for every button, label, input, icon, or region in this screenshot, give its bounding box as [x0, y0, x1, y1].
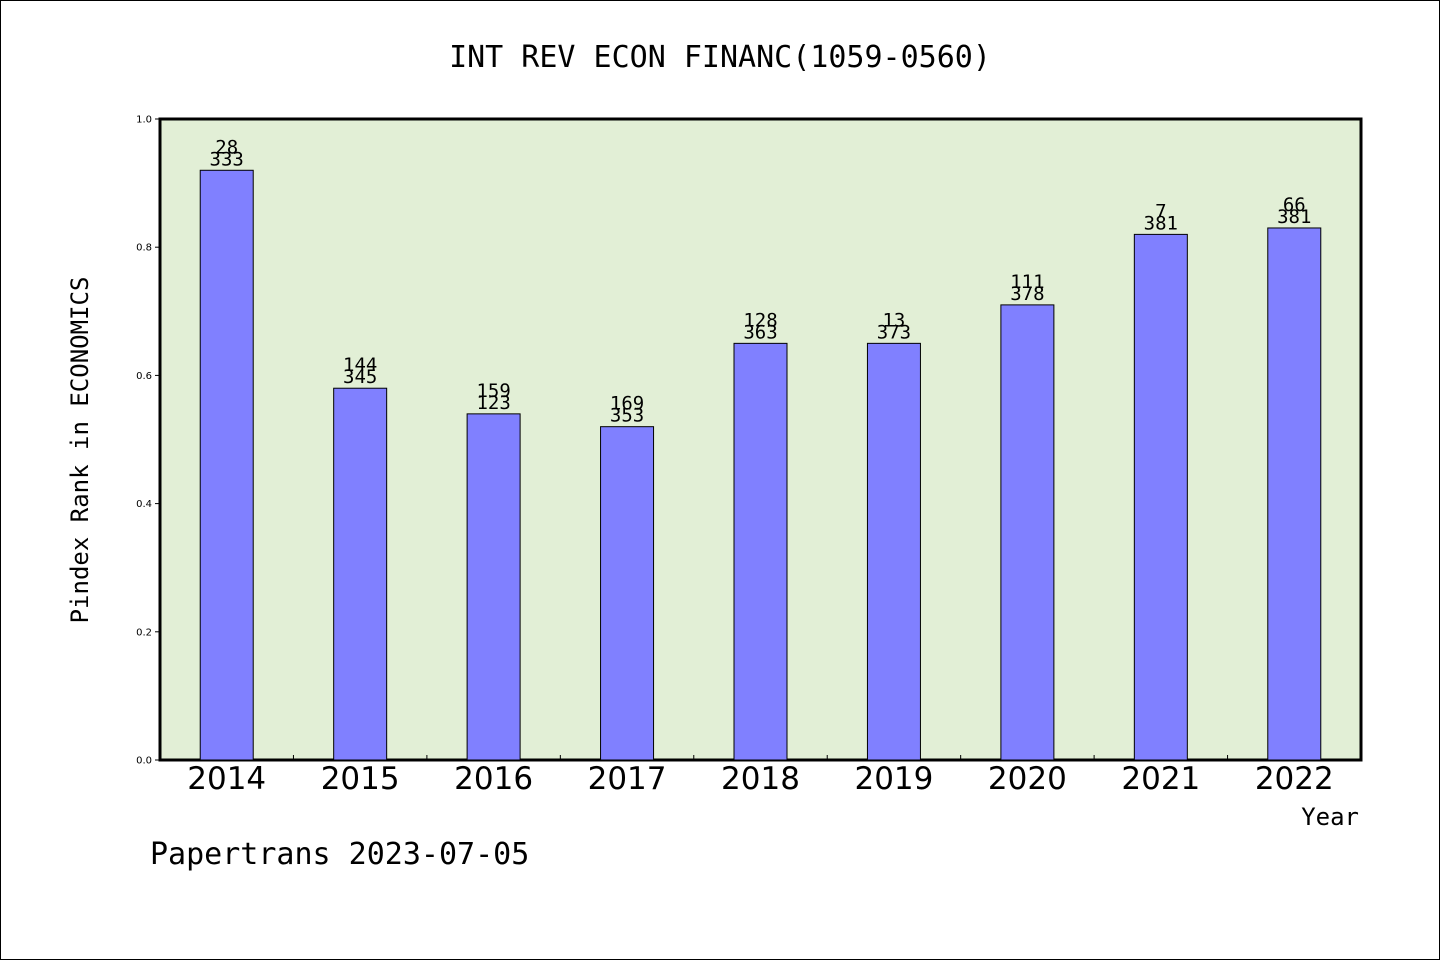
- chart-title: INT REV ECON FINANC(1059-0560): [449, 40, 991, 75]
- bar: [466, 413, 521, 761]
- bar-label-top: 144: [343, 354, 377, 376]
- bar: [199, 169, 254, 761]
- y-tick-label: 0.6: [136, 371, 152, 382]
- y-tick-label: 0.0: [136, 756, 152, 767]
- x-tick-label: 2015: [321, 761, 400, 797]
- y-tick-label: 0.4: [136, 499, 152, 510]
- y-tick-label: 1.0: [136, 115, 152, 126]
- x-tick-label: 2017: [588, 761, 667, 797]
- bar: [1133, 233, 1188, 761]
- bar: [333, 387, 388, 761]
- x-tick-label: 2021: [1121, 761, 1200, 797]
- x-tick-label: 2019: [854, 761, 933, 797]
- bar-label-bottom: 123: [476, 392, 510, 414]
- x-tick-label: 2014: [187, 761, 266, 797]
- bar: [1267, 227, 1322, 761]
- bar: [600, 426, 655, 761]
- bar-label-bottom: 381: [1277, 206, 1311, 228]
- bar-label-bottom: 378: [1010, 283, 1044, 305]
- bar: [866, 342, 921, 761]
- bar-label-bottom: 333: [210, 148, 244, 170]
- y-axis: 0.0 0.2 0.4 0.6 0.8 1.0: [136, 115, 160, 767]
- bar-label-top: 128: [743, 309, 777, 331]
- x-tick-label: 2018: [721, 761, 800, 797]
- bar-label-top: 66: [1283, 194, 1306, 216]
- bar-label-top: 13: [882, 309, 905, 331]
- bar: [1000, 304, 1055, 761]
- bar-label-bottom: 353: [610, 405, 644, 427]
- x-axis-label: Year: [1301, 803, 1359, 831]
- y-tick-label: 0.8: [136, 243, 152, 254]
- x-tick-label: 2016: [454, 761, 533, 797]
- x-tick-label: 2020: [988, 761, 1067, 797]
- bar-label-bottom: 381: [1144, 212, 1178, 234]
- bar-label-bottom: 373: [877, 321, 911, 343]
- bar-label-bottom: 363: [743, 321, 777, 343]
- y-axis-label: Pindex Rank in ECONOMICS: [66, 277, 94, 624]
- bar-label-bottom: 345: [343, 366, 377, 388]
- y-tick-label: 0.2: [136, 627, 152, 638]
- x-tick-label: 2022: [1255, 761, 1334, 797]
- bar-label-top: 28: [215, 136, 238, 158]
- bar-label-top: 169: [610, 393, 644, 415]
- bar-label-top: 111: [1010, 271, 1044, 293]
- bar: [733, 342, 788, 761]
- bars-group: [199, 169, 1322, 761]
- x-axis: 2014 2015 2016 2017 2018 2019 2020 2021 2022: [187, 755, 1334, 797]
- bar-label-top: 159: [476, 380, 510, 402]
- footer-text: Papertrans 2023-07-05: [150, 837, 529, 872]
- bar-label-top: 7: [1155, 200, 1166, 222]
